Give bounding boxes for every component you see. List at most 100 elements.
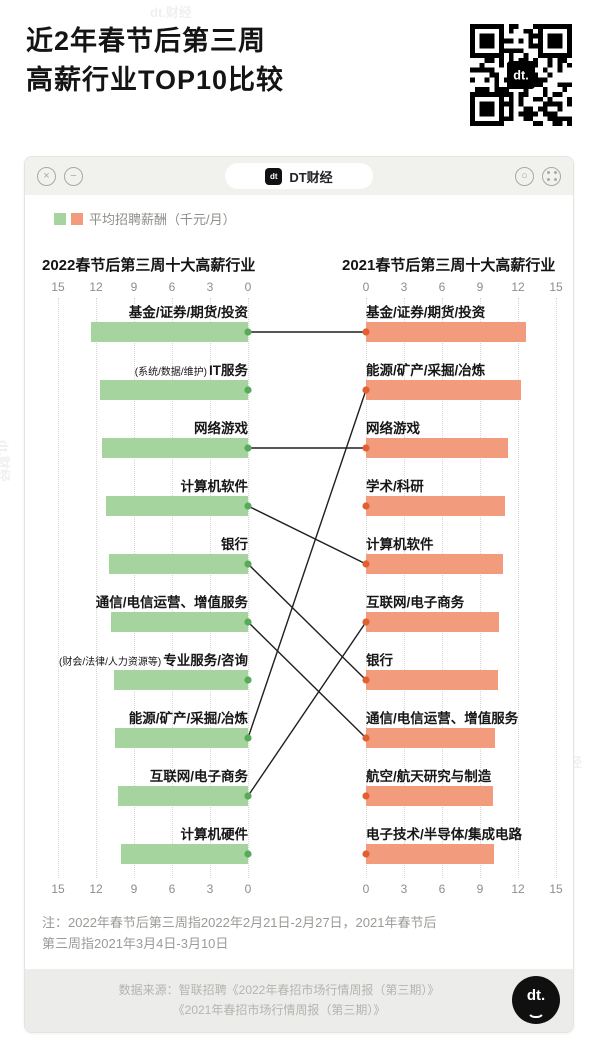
column-headers: 2022春节后第三周十大高薪行业 2021春节后第三周十大高薪行业 bbox=[42, 254, 556, 274]
gridline bbox=[248, 298, 249, 878]
rank-link-line bbox=[247, 505, 367, 565]
bar-label: 电子技术/半导体/集成电路 bbox=[366, 827, 523, 842]
gridline bbox=[58, 298, 59, 878]
bar bbox=[99, 380, 248, 400]
bar-label: 能源/矿产/采掘/冶炼 bbox=[128, 711, 248, 726]
tick-label: 15 bbox=[51, 280, 65, 294]
header-2021: 2021春节后第三周十大高薪行业 bbox=[342, 257, 556, 274]
dt-logo-icon: dt bbox=[265, 167, 283, 185]
tick-label: 12 bbox=[89, 280, 103, 294]
svg-text:dt.: dt. bbox=[513, 68, 528, 82]
minimize-icon[interactable]: − bbox=[64, 166, 83, 186]
chart-row: 基金/证券/期货/投资 bbox=[366, 298, 556, 356]
legend-swatch-2022 bbox=[54, 212, 66, 225]
chart-row: 通信/电信运营、增值服务 bbox=[366, 704, 556, 762]
bar bbox=[366, 438, 508, 458]
axis-left-bottom: 15 12 9 6 3 0 bbox=[51, 882, 251, 896]
bar-label: 计算机软件 bbox=[366, 537, 434, 552]
close-icon[interactable]: × bbox=[37, 166, 56, 186]
tick-label: 6 bbox=[438, 882, 446, 896]
tick-label: 6 bbox=[168, 882, 176, 896]
slope-bar-chart: 15 12 9 6 3 0 15 12 9 6 3 0 基金/证券/期货/投资 (系统/数据/维护) IT服… bbox=[42, 280, 563, 898]
tick-label: 9 bbox=[130, 882, 138, 896]
plot-2021: 0 3 6 9 12 15 0 3 6 9 12 15 基金/证券/期货/投资 能源/矿产/采掘/冶炼 网络… bbox=[362, 280, 563, 898]
bar bbox=[366, 496, 506, 516]
plot-2022: 15 12 9 6 3 0 15 12 9 6 3 0 基金/证券/期货/投资 (系统/数据/维护) IT服… bbox=[51, 280, 251, 898]
bar-label: 银行 bbox=[221, 537, 248, 552]
chart-row: 电子技术/半导体/集成电路 bbox=[366, 820, 556, 878]
legend-swatch-2021 bbox=[71, 212, 83, 225]
tick-label: 3 bbox=[400, 882, 408, 896]
bar bbox=[117, 786, 248, 806]
bar-label: 互联网/电子商务 bbox=[366, 595, 465, 610]
chart-row: 计算机软件 bbox=[366, 530, 556, 588]
source-line2: 《2021年春招市场行情周报（第三期）》 bbox=[172, 1003, 386, 1018]
bar-label: 学术/科研 bbox=[366, 479, 424, 494]
brand-name: DT财经 bbox=[289, 169, 333, 185]
bar-label: 计算机软件 bbox=[180, 479, 249, 494]
page-title: 近2年春节后第三周 高薪行业TOP10比较 bbox=[26, 22, 284, 100]
bar bbox=[113, 670, 248, 690]
legend-label: 平均招聘薪酬（千元/月） bbox=[89, 212, 236, 227]
tick-label: 15 bbox=[549, 882, 563, 896]
bar-label-prefix: (财会/法律/人力资源等) bbox=[59, 657, 162, 668]
rows-right: 基金/证券/期货/投资 能源/矿产/采掘/冶炼 网络游戏 学术/科研 计算机软件 互联网/… bbox=[366, 298, 556, 878]
bar-label: (系统/数据/维护) IT服务 bbox=[134, 363, 248, 378]
bar-label: 基金/证券/期货/投资 bbox=[366, 305, 486, 320]
window-titlebar: × − dt DT财经 ○ bbox=[25, 157, 573, 195]
rank-link-line bbox=[247, 621, 367, 797]
rank-link-line bbox=[247, 563, 367, 681]
rank-link-line bbox=[247, 389, 367, 739]
bar bbox=[366, 670, 498, 690]
page-title-line1: 近2年春节后第三周 bbox=[26, 26, 267, 56]
gridline bbox=[518, 298, 519, 878]
card-body: 平均招聘薪酬（千元/月） 2022春节后第三周十大高薪行业 2021春节后第三周… bbox=[25, 209, 573, 955]
chart-row: 网络游戏 bbox=[366, 414, 556, 472]
chart-row: 计算机硬件 bbox=[58, 820, 248, 878]
chart-row: 学术/科研 bbox=[366, 472, 556, 530]
source-bar: 数据来源：智联招聘《2022年春招市场行情周报（第三期）》 《2021年春招市场… bbox=[25, 968, 573, 1032]
bar bbox=[111, 612, 248, 632]
tick-label: 9 bbox=[476, 882, 484, 896]
circle-icon[interactable]: ○ bbox=[515, 166, 534, 186]
page-title-line2: 高薪行业TOP10比较 bbox=[26, 65, 285, 96]
bar bbox=[366, 786, 493, 806]
footnote-line2: 第三周指2021年3月4日-3月10日 bbox=[42, 936, 229, 952]
bar-label: 网络游戏 bbox=[194, 421, 248, 436]
gridline bbox=[96, 298, 97, 878]
chart-row: 网络游戏 bbox=[58, 414, 248, 472]
tick-label: 9 bbox=[476, 280, 484, 294]
bar-label: 航空/航天研究与制造 bbox=[366, 769, 492, 784]
footnote: 注：2022年春节后第三周指2022年2月21日-2月27日，2021年春节后 … bbox=[42, 912, 556, 955]
chart-row: 通信/电信运营、增值服务 bbox=[58, 588, 248, 646]
bar bbox=[366, 554, 503, 574]
gridline bbox=[404, 298, 405, 878]
dt-badge-icon: dt. bbox=[512, 976, 560, 1025]
tick-label: 12 bbox=[511, 280, 525, 294]
tick-label: 15 bbox=[51, 882, 65, 896]
tick-label: 12 bbox=[511, 882, 525, 896]
gridline bbox=[442, 298, 443, 878]
watermark: dt.财经 bbox=[0, 440, 11, 482]
bar bbox=[366, 728, 496, 748]
tick-label: 0 bbox=[244, 882, 252, 896]
address-pill[interactable]: dt DT财经 bbox=[225, 163, 373, 189]
dt-badge-text: dt. bbox=[526, 987, 546, 1005]
chart-row: 计算机软件 bbox=[58, 472, 248, 530]
chart-row: 银行 bbox=[58, 530, 248, 588]
bar bbox=[106, 496, 248, 516]
header-2022: 2022春节后第三周十大高薪行业 bbox=[42, 257, 256, 274]
rows-left: 基金/证券/期货/投资 (系统/数据/维护) IT服务 网络游戏 计算机软件 银行 通信/电… bbox=[58, 298, 248, 878]
tick-label: 3 bbox=[400, 280, 408, 294]
window-controls-left: × − bbox=[37, 166, 83, 186]
apps-grid-icon[interactable] bbox=[542, 166, 561, 186]
bar bbox=[366, 612, 499, 632]
footnote-line1: 注：2022年春节后第三周指2022年2月21日-2月27日，2021年春节后 bbox=[42, 915, 437, 930]
gridline bbox=[480, 298, 481, 878]
bar-label-prefix: (系统/数据/维护) bbox=[134, 367, 207, 378]
bar bbox=[366, 844, 494, 864]
tick-label: 0 bbox=[362, 882, 370, 896]
bar-label: (财会/法律/人力资源等) 专业服务/咨询 bbox=[59, 653, 248, 668]
watermark: dt.财经 bbox=[150, 5, 192, 20]
chart-row: 银行 bbox=[366, 646, 556, 704]
